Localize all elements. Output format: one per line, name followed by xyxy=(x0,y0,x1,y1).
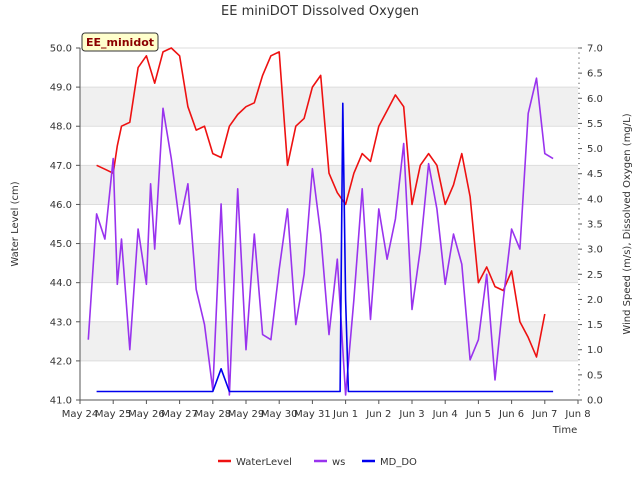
y-tick-label-left: 45.0 xyxy=(50,239,72,250)
axes-layer xyxy=(76,47,582,404)
y-tick-label-left: 46.0 xyxy=(50,200,72,211)
x-tick-label: Jun 8 xyxy=(564,409,590,420)
y-tick-label-right: 2.0 xyxy=(587,295,603,306)
y-axis-right-title: Wind Speed (m/s), Dissolved Oxygen (mg/L… xyxy=(622,113,633,334)
y-tick-label-right: 5.0 xyxy=(587,144,603,155)
x-tick-label: May 29 xyxy=(228,409,265,420)
band xyxy=(80,87,578,127)
y-tick-label-right: 2.5 xyxy=(587,270,603,281)
badge-box xyxy=(81,32,159,52)
series-line-waterlevel xyxy=(96,47,546,358)
legend-label-md-do: MD_DO xyxy=(380,457,417,468)
y-tick-label-left: 49.0 xyxy=(50,83,72,94)
x-tick-label: Jun 2 xyxy=(365,409,391,420)
legend-label-waterlevel: WaterLevel xyxy=(236,457,292,468)
y-tick-label-right: 1.0 xyxy=(587,345,603,356)
x-tick-label: May 30 xyxy=(261,409,298,420)
chart-title: EE miniDOT Dissolved Oxygen xyxy=(221,4,419,19)
y-tick-label-left: 48.0 xyxy=(50,122,72,133)
x-tick-label: May 26 xyxy=(128,409,165,420)
band xyxy=(80,243,578,283)
grid xyxy=(80,47,578,401)
y-tick-label-right: 4.5 xyxy=(587,169,603,180)
x-tick-label: Jun 3 xyxy=(398,409,424,420)
x-tick-label: Jun 6 xyxy=(498,409,524,420)
x-tick-label: May 28 xyxy=(195,409,232,420)
y-tick-label-right: 6.0 xyxy=(587,94,603,105)
x-tick-label: Jun 1 xyxy=(332,409,358,420)
x-tick-label: May 27 xyxy=(161,409,198,420)
x-tick-label: Jun 7 xyxy=(531,409,557,420)
y-tick-label-right: 0.0 xyxy=(587,396,603,407)
y-tick-label-right: 3.5 xyxy=(587,220,603,231)
y-tick-label-right: 1.5 xyxy=(587,320,603,331)
y-tick-label-left: 43.0 xyxy=(50,317,72,328)
y-tick-label-left: 50.0 xyxy=(50,44,72,55)
y-axis-left-title: Water Level (cm) xyxy=(10,181,21,266)
series-line-ws xyxy=(87,77,554,396)
y-tick-label-left: 41.0 xyxy=(50,396,72,407)
y-tick-label-left: 47.0 xyxy=(50,161,72,172)
y-tick-label-right: 3.0 xyxy=(587,245,603,256)
y-tick-label-right: 5.5 xyxy=(587,119,603,130)
legend: WaterLevel ws MD_DO xyxy=(218,457,417,468)
badge-label: EE_minidot xyxy=(86,36,154,49)
x-tick-label: May 31 xyxy=(294,409,331,420)
y-tick-label-left: 42.0 xyxy=(50,356,72,367)
x-tick-label: Jun 4 xyxy=(432,409,458,420)
y-tick-label-right: 7.0 xyxy=(587,44,603,55)
x-tick-label: Jun 5 xyxy=(465,409,491,420)
legend-label-ws: ws xyxy=(332,457,345,468)
y-tick-label-right: 0.5 xyxy=(587,370,603,381)
x-tick-label: May 25 xyxy=(95,409,132,420)
plot-background xyxy=(80,87,578,361)
series-layer xyxy=(87,47,554,396)
x-tick-label: May 24 xyxy=(62,409,99,420)
y-tick-label-right: 4.0 xyxy=(587,194,603,205)
y-tick-label-left: 44.0 xyxy=(50,278,72,289)
x-axis-title: Time xyxy=(552,425,577,436)
series-line-md-do xyxy=(96,102,554,393)
y-tick-label-right: 6.5 xyxy=(587,69,603,80)
